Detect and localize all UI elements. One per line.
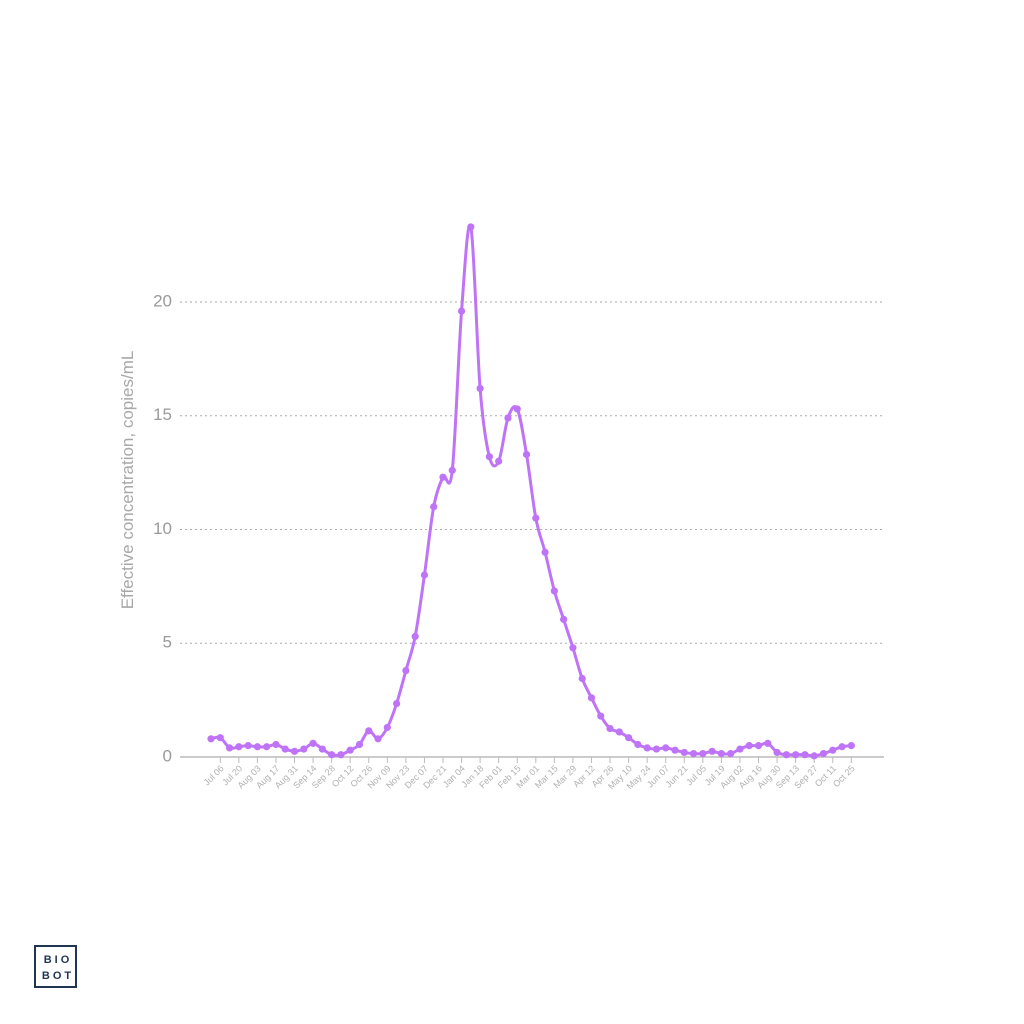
data-point	[541, 548, 549, 556]
data-point	[309, 739, 317, 747]
data-point	[439, 473, 447, 481]
data-point	[699, 749, 707, 758]
data-point	[625, 734, 633, 742]
data-point	[782, 751, 790, 759]
data-point	[207, 735, 215, 743]
data-point	[838, 743, 846, 751]
data-point	[374, 735, 382, 743]
data-point	[411, 632, 419, 641]
data-point	[457, 307, 466, 315]
data-point	[829, 746, 837, 754]
data-point	[393, 699, 401, 708]
data-point	[578, 674, 586, 683]
data-point	[727, 749, 735, 758]
logo-box	[34, 945, 77, 988]
data-point	[522, 450, 531, 459]
data-point	[671, 746, 679, 754]
data-point	[328, 751, 336, 759]
data-point	[346, 746, 354, 754]
data-point	[745, 742, 753, 750]
data-point	[634, 740, 642, 749]
data-point	[300, 745, 308, 753]
data-point	[318, 745, 326, 753]
data-point	[365, 727, 373, 735]
data-point	[235, 743, 243, 751]
data-point	[587, 694, 596, 702]
x-tick-label: Jul 06	[202, 763, 226, 787]
data-point	[532, 514, 540, 522]
data-point	[430, 503, 438, 511]
data-point	[819, 749, 828, 758]
data-point	[244, 742, 252, 750]
data-point	[736, 745, 744, 753]
data-point	[689, 749, 698, 758]
data-point	[485, 453, 493, 461]
data-point	[476, 384, 484, 393]
data-point	[495, 457, 503, 465]
data-point	[662, 744, 670, 752]
series-line	[210, 223, 852, 758]
data-point	[764, 739, 772, 747]
data-point	[643, 744, 651, 752]
data-point	[504, 414, 512, 422]
data-point	[467, 223, 475, 231]
data-point	[597, 712, 605, 720]
data-point	[290, 747, 299, 755]
data-point	[569, 644, 577, 652]
data-point	[402, 666, 410, 675]
data-point	[606, 724, 614, 733]
y-tick-label: 20	[153, 291, 172, 310]
data-point	[550, 587, 558, 595]
data-point	[216, 734, 224, 742]
data-point	[355, 740, 364, 749]
y-tick-label: 10	[153, 519, 172, 538]
x-tick-label: Jul 05	[684, 763, 708, 787]
logo-text: BOT	[42, 970, 74, 982]
data-point	[615, 728, 623, 736]
data-point	[652, 745, 661, 753]
data-point	[253, 743, 261, 751]
data-point	[810, 752, 818, 760]
data-point	[801, 751, 809, 759]
data-point	[448, 466, 456, 474]
data-point	[420, 571, 429, 579]
data-point	[383, 723, 391, 732]
logo-text: BIO	[44, 954, 73, 966]
data-point	[773, 748, 781, 757]
data-point	[680, 748, 688, 757]
y-axis-label: Effective concentration, copies/mL	[118, 351, 137, 610]
y-tick-label: 5	[163, 633, 172, 652]
data-point	[847, 742, 855, 750]
data-point	[754, 742, 763, 750]
data-point	[272, 740, 280, 749]
y-tick-label: 15	[153, 405, 172, 424]
data-point	[337, 751, 345, 759]
data-point	[513, 405, 521, 413]
y-tick-label: 0	[163, 746, 172, 765]
data-point	[225, 744, 234, 752]
data-point	[263, 743, 271, 751]
data-point	[717, 749, 726, 758]
data-point	[560, 615, 568, 623]
data-point	[708, 747, 716, 755]
data-point	[281, 745, 289, 753]
data-point	[792, 751, 800, 759]
